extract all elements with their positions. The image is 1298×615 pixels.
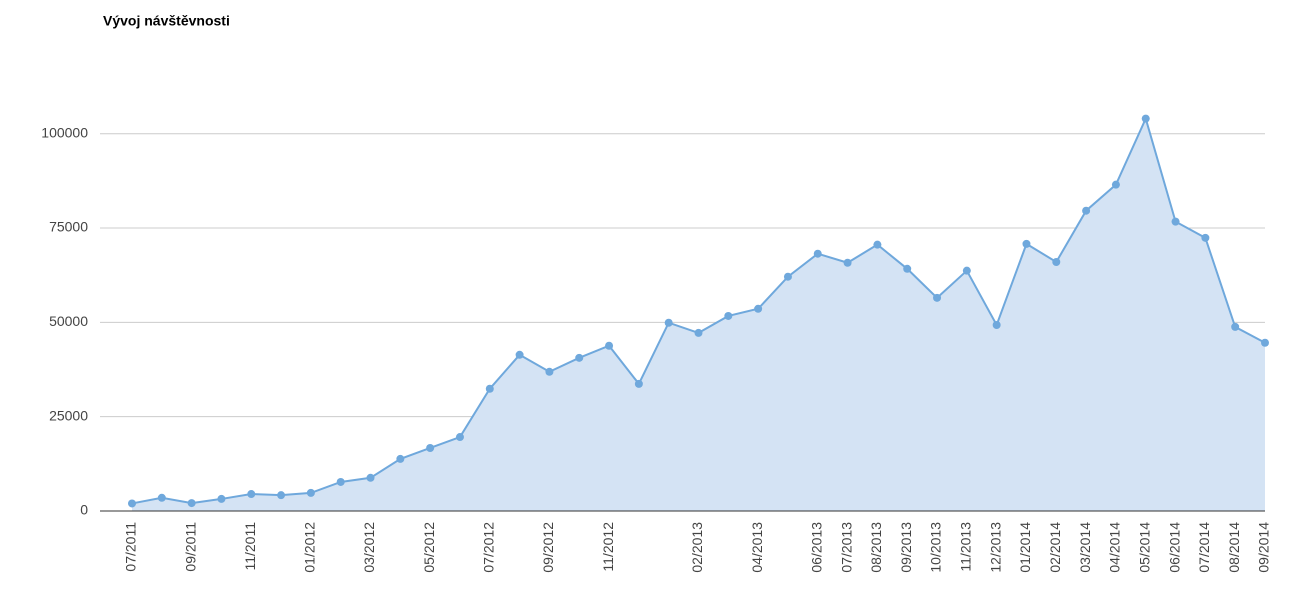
point bbox=[724, 311, 733, 320]
point bbox=[455, 433, 464, 442]
x-tick-label: 09/2014 bbox=[1256, 522, 1272, 573]
point bbox=[1261, 338, 1269, 347]
point bbox=[664, 318, 673, 327]
x-tick-label: 06/2014 bbox=[1166, 522, 1182, 573]
y-tick-label: 100000 bbox=[41, 124, 88, 140]
point bbox=[813, 249, 822, 258]
x-tick-label: 02/2014 bbox=[1047, 522, 1063, 573]
point bbox=[843, 258, 852, 267]
x-tick-label: 07/2014 bbox=[1196, 522, 1212, 573]
point bbox=[1201, 233, 1210, 242]
point bbox=[277, 491, 286, 500]
x-tick-label: 08/2013 bbox=[868, 522, 884, 573]
point bbox=[903, 264, 912, 273]
point bbox=[694, 328, 703, 337]
point bbox=[1111, 180, 1120, 189]
point bbox=[128, 499, 136, 508]
point bbox=[366, 473, 375, 482]
point bbox=[187, 499, 196, 508]
x-tick-label: 01/2014 bbox=[1017, 522, 1033, 573]
x-tick-label: 07/2011 bbox=[123, 522, 139, 572]
x-tick-label: 11/2011 bbox=[242, 522, 258, 571]
point bbox=[992, 321, 1001, 330]
point bbox=[1141, 114, 1150, 123]
x-tick-label: 04/2014 bbox=[1107, 522, 1123, 573]
point bbox=[1171, 217, 1180, 226]
point bbox=[306, 488, 315, 497]
point bbox=[754, 304, 763, 313]
point bbox=[1022, 239, 1031, 248]
point bbox=[515, 350, 524, 359]
y-tick-label: 75000 bbox=[49, 219, 88, 235]
x-tick-label: 09/2012 bbox=[540, 522, 556, 573]
point bbox=[1082, 206, 1091, 215]
point bbox=[485, 384, 494, 393]
x-tick-label: 09/2011 bbox=[182, 522, 198, 572]
point bbox=[962, 266, 971, 275]
y-tick-label: 25000 bbox=[49, 407, 88, 423]
point bbox=[873, 240, 882, 249]
point bbox=[217, 494, 226, 503]
x-tick-label: 07/2012 bbox=[480, 522, 496, 573]
x-tick-label: 06/2013 bbox=[808, 522, 824, 573]
x-tick-label: 08/2014 bbox=[1226, 522, 1242, 573]
point bbox=[247, 490, 256, 499]
point bbox=[157, 493, 166, 502]
x-tick-label: 10/2013 bbox=[928, 522, 944, 573]
point bbox=[426, 443, 435, 452]
y-tick-label: 50000 bbox=[49, 313, 88, 329]
x-tick-label: 07/2013 bbox=[838, 522, 854, 573]
x-tick-label: 11/2013 bbox=[958, 522, 974, 572]
point bbox=[396, 454, 405, 463]
x-tick-label: 05/2014 bbox=[1136, 522, 1152, 573]
x-tick-label: 04/2013 bbox=[749, 522, 765, 573]
x-tick-label: 12/2013 bbox=[987, 522, 1003, 573]
point bbox=[545, 367, 554, 376]
point bbox=[605, 341, 614, 350]
point bbox=[1052, 258, 1061, 266]
area bbox=[132, 118, 1265, 512]
point bbox=[336, 477, 345, 486]
x-tick-label: 03/2012 bbox=[361, 522, 377, 573]
point bbox=[933, 293, 942, 302]
chart-title: Vývoj návštěvnosti bbox=[103, 13, 230, 29]
x-tick-label: 05/2012 bbox=[421, 522, 437, 573]
point bbox=[575, 353, 584, 362]
x-tick-label: 02/2013 bbox=[689, 522, 705, 573]
x-tick-label: 09/2013 bbox=[898, 522, 914, 573]
point bbox=[783, 272, 792, 281]
x-tick-label: 03/2014 bbox=[1077, 522, 1093, 573]
y-tick-label: 0 bbox=[80, 502, 88, 518]
point bbox=[634, 379, 643, 388]
x-tick-label: 11/2012 bbox=[600, 522, 616, 572]
point bbox=[1231, 322, 1240, 331]
x-tick-label: 01/2012 bbox=[302, 522, 318, 573]
